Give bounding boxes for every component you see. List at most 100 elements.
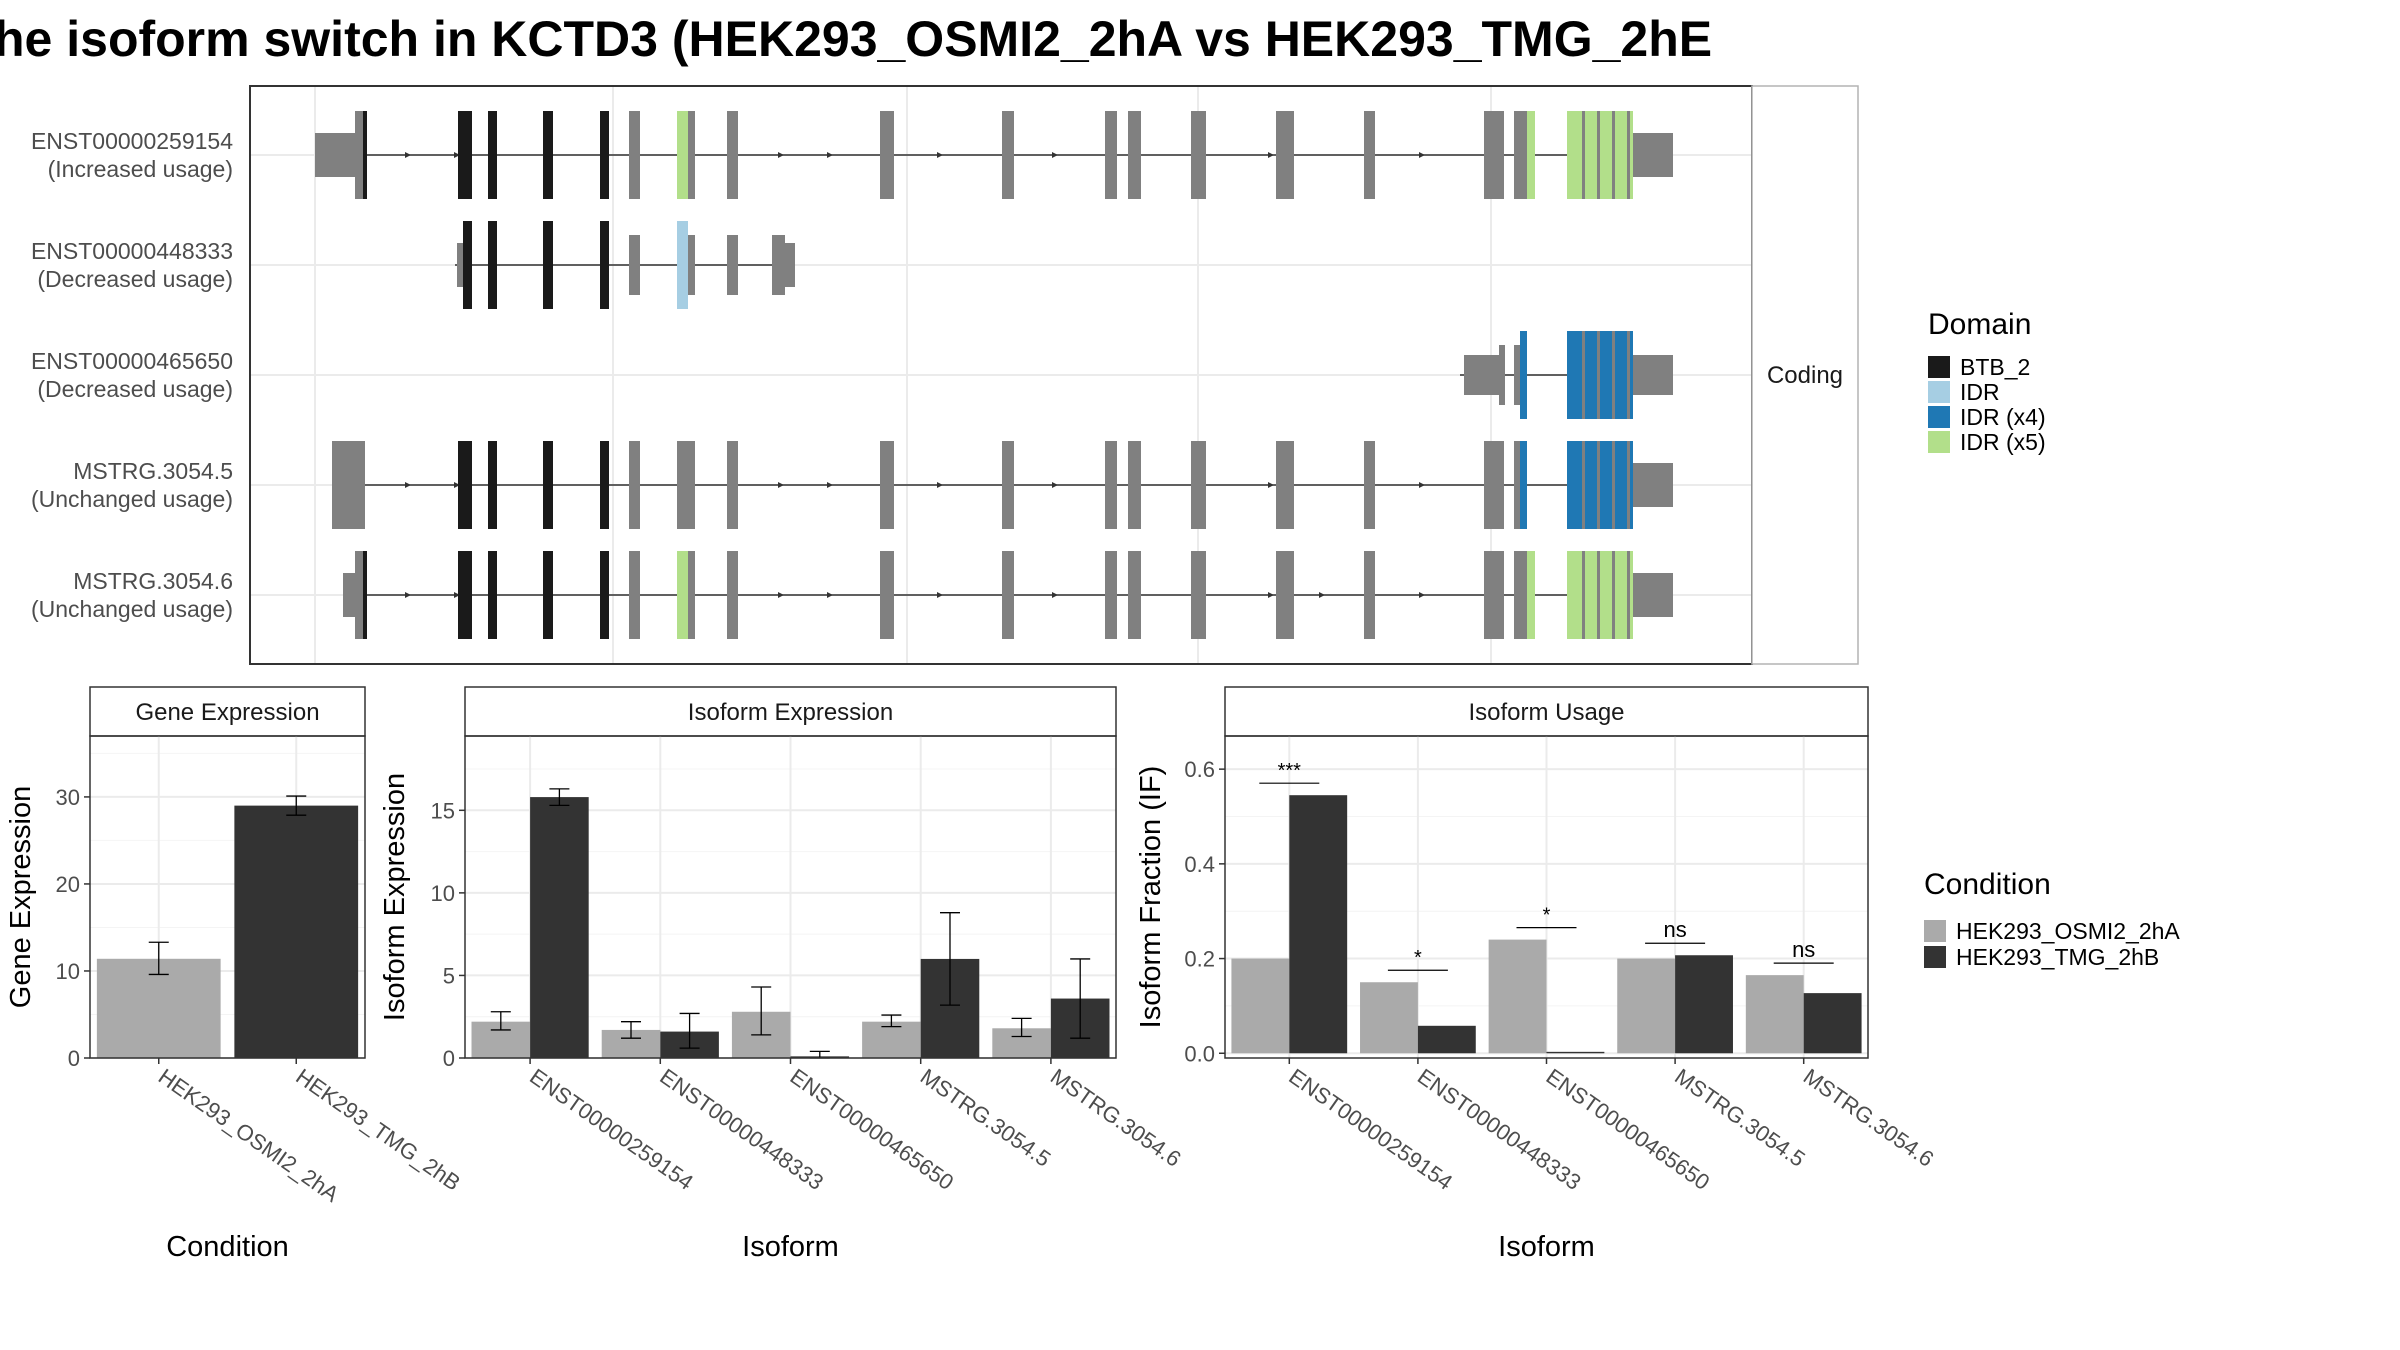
strand-arrow xyxy=(1268,482,1274,488)
significance-label: ns xyxy=(1792,937,1815,962)
exon xyxy=(355,441,365,529)
exon xyxy=(1484,551,1504,639)
domain-segment xyxy=(1520,441,1527,529)
exon xyxy=(1128,441,1141,529)
exon xyxy=(1002,551,1014,639)
domain-segment xyxy=(463,221,472,309)
exon xyxy=(727,551,738,639)
exon xyxy=(629,551,640,639)
y-axis-title: Gene Expression xyxy=(5,786,37,1008)
bar xyxy=(1417,1025,1476,1054)
exon-boundary xyxy=(1627,111,1630,199)
significance-label: * xyxy=(1414,947,1422,969)
condition-legend-title: Condition xyxy=(1924,868,2051,901)
strand-arrow xyxy=(454,482,460,488)
y-axis-title: Isoform Expression xyxy=(379,773,411,1021)
isoform-track xyxy=(332,441,1673,529)
domain-segment xyxy=(363,551,367,639)
condition-legend-swatch xyxy=(1924,920,1946,942)
domain-legend-label: BTB_2 xyxy=(1960,354,2030,380)
bar xyxy=(1488,939,1547,1054)
strand-arrow xyxy=(454,152,460,158)
strand-arrow xyxy=(937,592,943,598)
strand-arrow xyxy=(778,592,784,598)
exon xyxy=(457,243,463,287)
panel-strip xyxy=(89,686,366,737)
exon xyxy=(880,111,894,199)
significance-label: ns xyxy=(1663,917,1686,942)
x-tick-label: MSTRG.3054.5 xyxy=(916,1064,1056,1172)
exon xyxy=(1276,441,1294,529)
isoform-usage-label: (Decreased usage) xyxy=(37,266,233,292)
exon-boundary xyxy=(1582,551,1585,639)
exon xyxy=(1364,441,1375,529)
domain-legend-label: IDR xyxy=(1960,379,2000,405)
facet-strip xyxy=(1751,85,1859,665)
domain-segment xyxy=(543,551,553,639)
exon xyxy=(727,111,738,199)
strand-arrow xyxy=(1419,152,1425,158)
exon xyxy=(629,441,640,529)
strand-arrow xyxy=(1268,592,1274,598)
isoform-usage-label: (Unchanged usage) xyxy=(31,486,233,512)
exon xyxy=(1633,355,1673,395)
exon xyxy=(1364,111,1375,199)
bar xyxy=(1803,993,1862,1054)
exon xyxy=(880,551,894,639)
panel-strip xyxy=(1224,686,1869,737)
y-tick-label: 20 xyxy=(56,872,80,897)
isoform-tracks xyxy=(315,111,1673,639)
exon xyxy=(1514,111,1527,199)
domain-segment xyxy=(488,111,497,199)
exon-boundary xyxy=(1597,441,1600,529)
strand-arrow xyxy=(1052,482,1058,488)
bar xyxy=(862,1021,921,1058)
exon xyxy=(1464,355,1499,395)
isoform-usage-label: (Decreased usage) xyxy=(37,376,233,402)
bar xyxy=(234,805,359,1058)
exon-boundary xyxy=(1582,111,1585,199)
strand-arrow xyxy=(454,592,460,598)
domain-segment xyxy=(543,221,553,309)
domain-segment xyxy=(600,111,609,199)
exon xyxy=(1191,551,1206,639)
y-tick-label: 5 xyxy=(443,963,455,988)
exon xyxy=(772,235,785,295)
exon-boundary xyxy=(1582,331,1585,419)
domain-legend-swatch xyxy=(1928,356,1950,378)
figure-title: he isoform switch in KCTD3 (HEK293_OSMI2… xyxy=(0,11,1712,67)
domain-segment xyxy=(488,441,497,529)
isoform-id-label: ENST00000259154 xyxy=(31,128,233,154)
bar xyxy=(1289,795,1348,1054)
domain-segment xyxy=(1527,111,1535,199)
exon xyxy=(1484,441,1504,529)
domain-segment xyxy=(543,441,553,529)
strand-arrow xyxy=(405,592,411,598)
exon xyxy=(1276,111,1294,199)
domain-legend-label: IDR (x4) xyxy=(1960,404,2046,430)
exon xyxy=(1633,463,1673,507)
exon xyxy=(1191,111,1206,199)
significance-label: * xyxy=(1543,905,1551,927)
isoform-usage-label: (Increased usage) xyxy=(48,156,233,182)
exon-boundary xyxy=(1612,111,1615,199)
facet-label: Coding xyxy=(1767,362,1843,389)
isoform-usage-label: (Unchanged usage) xyxy=(31,596,233,622)
strand-arrow xyxy=(827,592,833,598)
domain-segment xyxy=(600,441,609,529)
exon xyxy=(1105,551,1117,639)
exon xyxy=(1128,551,1141,639)
isoform-track xyxy=(1460,331,1673,419)
exon xyxy=(727,235,738,295)
exon-boundary xyxy=(1582,441,1585,529)
domain-segment xyxy=(458,551,472,639)
strand-arrow xyxy=(1268,152,1274,158)
exon xyxy=(1633,133,1673,177)
strand-arrow xyxy=(405,482,411,488)
y-tick-label: 10 xyxy=(56,959,80,984)
exon-boundary xyxy=(1597,331,1600,419)
x-axis-title: Condition xyxy=(166,1231,289,1263)
panel-title: Isoform Usage xyxy=(1468,699,1624,726)
domain-segment xyxy=(1520,331,1527,419)
bar xyxy=(96,958,221,1058)
